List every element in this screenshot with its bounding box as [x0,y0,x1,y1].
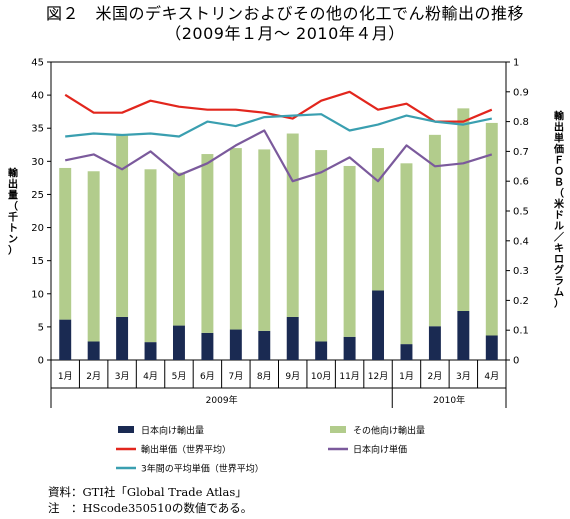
left-tick-label: 5 [38,322,44,333]
bar-japan [286,316,299,360]
x-tick-label: 9月 [285,371,300,382]
left-tick-label: 10 [31,289,44,300]
bar-japan [457,310,470,360]
x-tick-label: 8月 [257,371,272,382]
bar-japan [87,341,100,360]
bar-japan [172,325,185,360]
bar-japan [201,332,214,360]
right-tick-label: 0.2 [513,296,529,307]
line-series-1 [64,129,493,183]
bar-other [457,108,470,311]
bar-japan [428,326,441,360]
bar-japan [258,330,271,360]
left-tick-label: 45 [31,58,44,69]
x-tick-label: 1月 [58,371,73,382]
bar-other [286,133,299,317]
bar-japan [485,335,498,360]
right-tick-label: 0.3 [513,266,529,277]
right-tick-label: 0.5 [513,207,529,218]
x-tick-label: 4月 [143,371,158,382]
bar-japan [372,290,385,360]
left-tick-label: 0 [38,356,44,367]
left-tick-label: 25 [31,190,44,201]
notes: 資料：GTI社「Global Trade Atlas」 注 ：HScode350… [48,484,252,516]
bar-japan [343,336,356,360]
bar-other [59,167,72,320]
left-tick-label: 15 [31,256,44,267]
right-tick-label: 0.6 [513,177,529,188]
x-tick-label: 3月 [115,371,130,382]
legend-label: 日本向け輸出量 [141,425,204,437]
x-tick-label: 12月 [368,371,388,382]
left-tick-label: 35 [31,124,44,135]
line-series-2 [65,113,493,138]
year-label: 2010年 [433,394,465,406]
bar-other [172,172,185,326]
left-tick-label: 30 [31,157,44,168]
right-tick-label: 1 [513,58,519,69]
x-tick-label: 2月 [428,371,443,382]
source-note: 資料：GTI社「Global Trade Atlas」 [48,485,247,499]
chart-title-line2: （2009年１月～ 2010年４月） [165,24,405,43]
bar-japan [400,344,413,360]
legend-label: 3年間の平均単価（世界平均） [141,463,264,475]
bar-other [144,169,157,343]
bar-japan [315,341,328,360]
bar-japan [59,319,72,360]
x-axis: 1月 2月 3月 4月 5月 6月 7月 8月 9月 10月 11月 12月 1月 2月 3月 4月 2009年… [50,360,507,408]
bar-other [485,122,498,336]
right-tick-label: 0 [513,356,519,367]
bar-japan [144,342,157,360]
chart-title-line1: 図２ 米国のデキストリンおよびその他の化工でん粉輸出の推移 [45,4,525,23]
left-tick-label: 20 [31,223,44,234]
bar-other [229,148,242,330]
x-tick-label: 7月 [228,371,243,382]
right-tick-label: 0.7 [513,147,529,158]
legend-swatch-bar [330,426,346,433]
bar-other [428,134,441,327]
bar-other [116,134,129,317]
x-tick-label: 3月 [456,371,471,382]
bar-japan [229,329,242,360]
bar-other [87,171,100,342]
left-axis-label: 輸出量（千トン） [8,167,19,257]
left-tick-label: 40 [31,91,44,102]
legend-label: その他向け輸出量 [353,425,425,437]
year-label: 2009年 [206,394,238,406]
x-tick-label: 1月 [399,371,414,382]
bar-other [372,148,385,291]
right-axis-label: 輸出単価ＦＯＢ（米ドル／キログラム） [553,110,565,310]
footnote: 注 ：HScode350510の数値である。 [48,501,253,515]
right-tick-label: 0.4 [513,236,529,247]
bar-other [400,163,413,345]
bar-series-group [59,108,498,360]
right-tick-label: 0.9 [513,87,529,98]
left-axis: 0 5 10 15 20 25 30 35 40 45 [31,58,51,367]
bar-other [343,165,356,337]
x-tick-label: 4月 [484,371,499,382]
legend-label: 日本向け単価 [353,444,407,456]
legend-label: 輸出単価（世界平均） [141,444,231,456]
x-tick-label: 2月 [86,371,101,382]
bar-other [315,150,328,342]
line-series-group [64,90,493,183]
x-tick-label: 6月 [200,371,215,382]
bar-japan [116,316,129,360]
bar-other [201,154,214,333]
right-tick-label: 0.8 [513,117,529,128]
right-axis: 0 0.1 0.2 0.3 0.4 0.5 0.6 0.7 0.8 0.9 1 [506,58,529,367]
x-tick-label: 5月 [172,371,187,382]
chart-title: 図２ 米国のデキストリンおよびその他の化工でん粉輸出の推移 （2009年１月～ … [0,4,570,44]
bar-other [258,149,271,331]
right-tick-label: 0.1 [513,326,529,337]
chart-canvas: 0 5 10 15 20 25 30 35 40 45 0 0.1 0.2 0.3 0.4 0.5 0.6 0.… [8,58,565,475]
x-tick-label: 11月 [339,371,359,382]
x-tick-label: 10月 [311,371,331,382]
legend-swatch-bar [118,426,134,433]
